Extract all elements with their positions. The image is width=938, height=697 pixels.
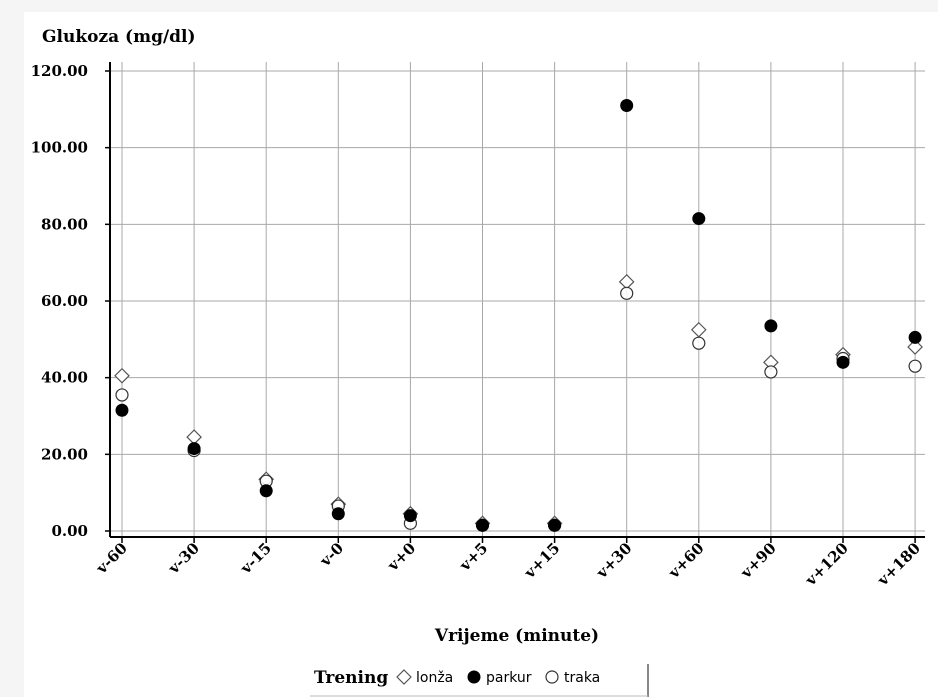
point-traka — [620, 286, 634, 300]
y-tick-labels: 0.00 20.00 40.00 60.00 80.00 100.00 120.00 — [31, 62, 88, 540]
x-tick-label: v-15 — [236, 539, 275, 578]
y-tick-label: 0.00 — [51, 522, 88, 540]
point-lona — [618, 273, 635, 290]
y-tick-label: 120.00 — [31, 62, 88, 80]
point-parkur — [692, 212, 706, 226]
x-tick-label: v+0 — [383, 539, 419, 575]
legend-label: traka — [564, 670, 600, 686]
x-tick-label: v-30 — [164, 539, 203, 578]
y-tick-label: 100.00 — [31, 139, 88, 157]
legend: Trening lonža parkur traka — [310, 664, 649, 697]
y-tick-label: 60.00 — [41, 292, 88, 310]
point-parkur — [403, 509, 417, 523]
x-tick-label: v+90 — [736, 539, 779, 582]
x-tick-label: v+60 — [664, 539, 707, 582]
point-lona — [907, 339, 923, 355]
legend-label: parkur — [486, 670, 532, 686]
x-tick-label: v+30 — [592, 539, 635, 582]
legend-title: Trening — [314, 668, 388, 688]
point-parkur — [548, 518, 562, 532]
x-tick-label: v+15 — [520, 539, 563, 582]
point-traka — [692, 336, 706, 350]
point-lona — [186, 429, 202, 445]
legend-label: lonža — [416, 670, 453, 686]
point-traka — [764, 365, 778, 379]
x-tick-label: v+120 — [801, 539, 852, 590]
y-tick-label: 40.00 — [41, 369, 88, 387]
data-points — [114, 99, 923, 532]
y-tick-label: 20.00 — [41, 445, 88, 463]
point-parkur — [476, 518, 489, 532]
x-tick-label: v-0 — [316, 539, 347, 570]
point-parkur — [331, 507, 345, 521]
point-traka — [115, 388, 129, 402]
point-parkur — [259, 484, 273, 498]
x-tick-label: v+5 — [455, 539, 491, 575]
legend-marker-traka — [545, 670, 559, 684]
legend-marker-parkur — [467, 670, 481, 684]
axes — [105, 62, 925, 543]
point-parkur — [187, 442, 201, 456]
y-tick-label: 80.00 — [41, 215, 88, 233]
x-tick-label: v-60 — [92, 539, 131, 578]
x-tick-label: v+180 — [873, 539, 924, 590]
legend-marker-lona — [396, 669, 412, 685]
grid-lines — [110, 62, 925, 537]
point-parkur — [620, 99, 634, 112]
point-parkur — [836, 355, 850, 369]
chart-panel — [24, 12, 938, 697]
y-axis-title: Glukoza (mg/dl) — [42, 27, 196, 47]
point-parkur — [115, 403, 129, 417]
point-parkur — [764, 319, 778, 333]
point-parkur — [908, 330, 922, 344]
point-lona — [114, 367, 130, 384]
x-axis-title: Vrijeme (minute) — [434, 626, 599, 646]
point-lona — [690, 321, 707, 338]
x-tick-labels: v-60 v-30 v-15 v-0 v+0 v+5 v+15 v+30 v+60 v+90 v+1… — [92, 539, 924, 590]
point-traka — [908, 359, 922, 373]
